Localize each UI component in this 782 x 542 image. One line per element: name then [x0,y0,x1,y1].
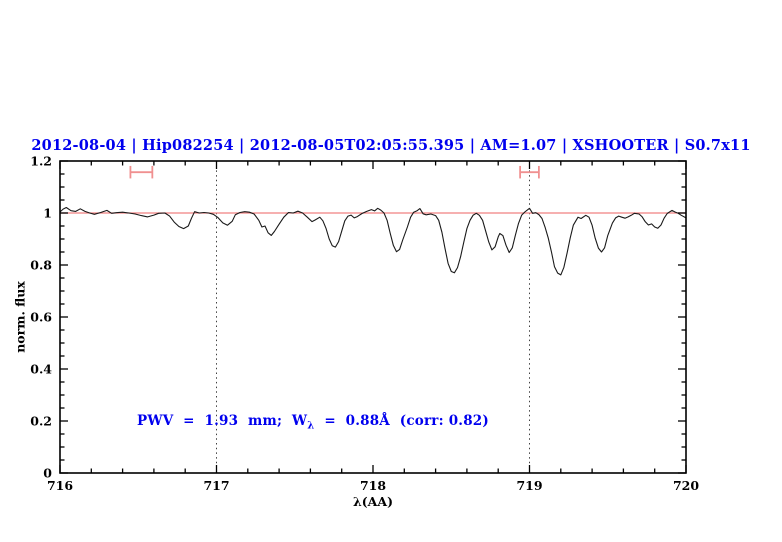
pwv-annotation-suffix: = 0.88Å (corr: 0.82) [314,413,489,429]
x-tick-label: 716 [47,478,73,493]
pwv-annotation-lambda-subscript: λ [307,420,315,432]
y-tick-label: 0 [43,466,52,481]
x-axis-label: λ(AA) [353,494,393,509]
plot-title: 2012-08-04 | Hip082254 | 2012-08-05T02:0… [31,137,751,154]
x-tick-label: 717 [203,478,229,493]
x-tick-label: 720 [673,478,699,493]
spectrum-line [59,206,687,276]
y-tick-label: 0.2 [30,414,52,429]
x-tick-label: 719 [516,478,542,493]
y-tick-label: 0.6 [30,310,52,325]
y-axis-label: norm. flux [12,281,28,353]
x-tick-label: 718 [360,478,386,493]
y-tick-label: 0.4 [30,362,52,377]
y-tick-label: 0.8 [30,258,52,273]
y-tick-label: 1 [43,206,52,221]
pwv-annotation: PWV = 1.93 mm; Wλ = 0.88Å (corr: 0.82) [137,413,489,432]
pwv-annotation-prefix: PWV = 1.93 mm; W [137,413,308,429]
y-tick-label: 1.2 [30,154,52,169]
